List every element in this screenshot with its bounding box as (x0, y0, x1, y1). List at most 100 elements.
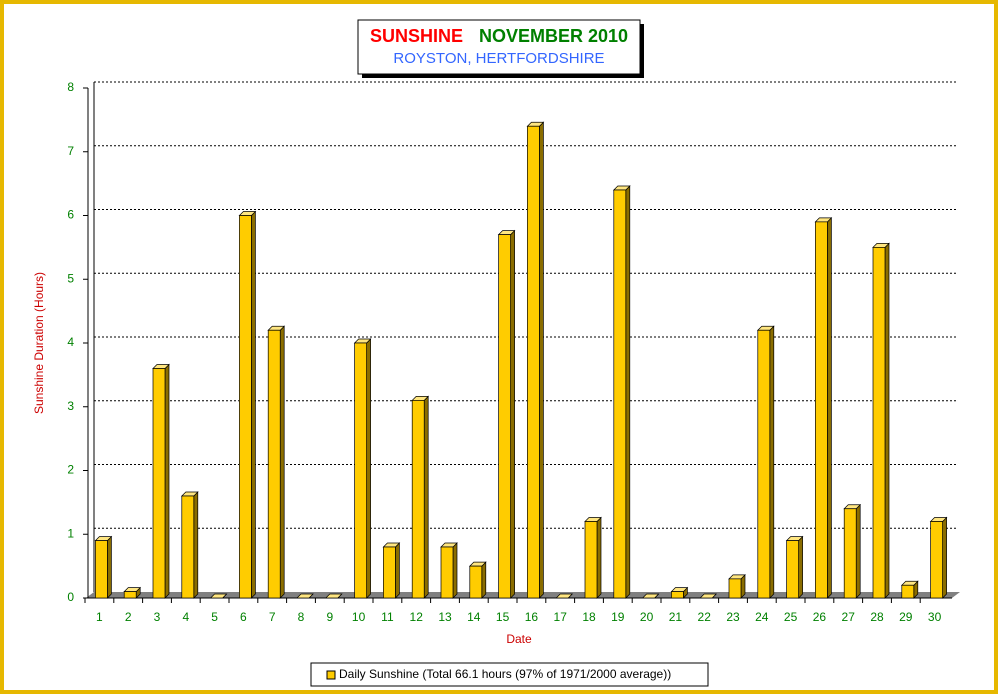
y-tick-label: 2 (67, 463, 74, 477)
x-tick-label: 20 (640, 610, 654, 624)
legend-swatch (326, 670, 336, 680)
y-tick-label: 7 (67, 144, 74, 158)
y-tick-label: 6 (67, 208, 74, 222)
bar (238, 210, 257, 599)
y-tick-label: 5 (67, 271, 74, 285)
bar-top (555, 593, 574, 599)
bar (612, 185, 631, 599)
bar-top (324, 593, 343, 599)
bar-front (267, 329, 281, 599)
x-tick-label: 28 (870, 610, 884, 624)
bar (843, 503, 862, 599)
bar (555, 593, 574, 599)
bar-side (798, 535, 803, 599)
bar (584, 516, 602, 599)
bar-side (366, 338, 371, 599)
x-tick-label: 6 (240, 610, 247, 624)
bar-front (152, 368, 166, 599)
bar (296, 593, 314, 599)
bar-front (872, 247, 886, 599)
x-tick-label: 30 (928, 610, 942, 624)
bar-front (584, 521, 598, 599)
x-tick-label: 27 (842, 610, 856, 624)
bar-front (95, 540, 108, 599)
x-tick-label: 14 (467, 610, 481, 624)
bar-front (411, 400, 425, 599)
y-tick-label: 8 (67, 80, 74, 94)
bar-front (815, 221, 828, 599)
y-axis-label: Sunshine Duration (Hours) (32, 272, 46, 414)
x-tick-label: 25 (784, 610, 798, 624)
x-tick-label: 22 (698, 610, 712, 624)
bar-top (209, 593, 228, 599)
x-tick-label: 7 (269, 610, 276, 624)
bar-front (613, 189, 627, 599)
bar-side (193, 491, 199, 599)
bar-front (901, 584, 915, 599)
bar-side (596, 516, 602, 599)
bar (180, 491, 199, 599)
y-tick-label: 1 (67, 526, 74, 540)
bar (785, 535, 804, 599)
x-tick-label: 10 (352, 610, 366, 624)
bar-side (769, 325, 775, 599)
x-tick-label: 3 (154, 610, 161, 624)
title-box (357, 19, 641, 75)
bar (929, 516, 948, 599)
bar-side (942, 516, 947, 599)
bar (497, 229, 516, 599)
bar-front (843, 508, 857, 599)
x-tick-label: 21 (669, 610, 683, 624)
bar (814, 217, 833, 599)
bar-front (239, 215, 252, 599)
title-part: SUNSHINE (370, 26, 463, 46)
x-tick-label: 16 (525, 610, 539, 624)
x-tick-label: 23 (726, 610, 740, 624)
y-tick-label: 0 (67, 590, 74, 604)
x-tick-label: 9 (326, 610, 333, 624)
bar-front (123, 591, 137, 599)
bar-front (757, 329, 771, 599)
x-tick-label: 8 (298, 610, 305, 624)
bar (94, 535, 113, 599)
bar-side (884, 242, 890, 599)
bar-front (383, 546, 396, 599)
x-tick-label: 1 (96, 610, 103, 624)
chart-title: SUNSHINE NOVEMBER 2010 (370, 26, 628, 46)
x-tick-label: 18 (582, 610, 596, 624)
bar-side (279, 325, 285, 599)
legend-label: Daily Sunshine (Total 66.1 hours (97% of… (339, 667, 671, 681)
bar (324, 593, 343, 599)
x-tick-label: 4 (182, 610, 189, 624)
bar (699, 593, 718, 599)
bar-side (423, 395, 429, 599)
bar-side (251, 210, 256, 599)
bar-front (440, 546, 454, 599)
bar (267, 325, 286, 599)
x-tick-label: 13 (438, 610, 452, 624)
bar-side (452, 542, 458, 599)
bar-side (510, 229, 515, 599)
bar (353, 338, 372, 599)
bar-side (107, 535, 112, 599)
bar (209, 593, 228, 599)
bar-front (671, 591, 684, 599)
bar-front (469, 565, 483, 599)
bar-side (164, 363, 170, 599)
title-part: NOVEMBER 2010 (479, 26, 628, 46)
x-tick-label: 2 (125, 610, 132, 624)
bar-top (699, 593, 718, 599)
bar-side (827, 217, 832, 599)
x-tick-label: 11 (381, 610, 394, 624)
x-tick-label: 26 (813, 610, 827, 624)
x-tick-label: 15 (496, 610, 510, 624)
bar-front (181, 495, 195, 599)
y-tick-label: 4 (67, 335, 74, 349)
bar-front (354, 342, 367, 599)
bar-front (527, 125, 540, 599)
bar (526, 121, 545, 599)
x-tick-label: 24 (755, 610, 769, 624)
legend (310, 662, 709, 687)
bar (468, 561, 487, 599)
